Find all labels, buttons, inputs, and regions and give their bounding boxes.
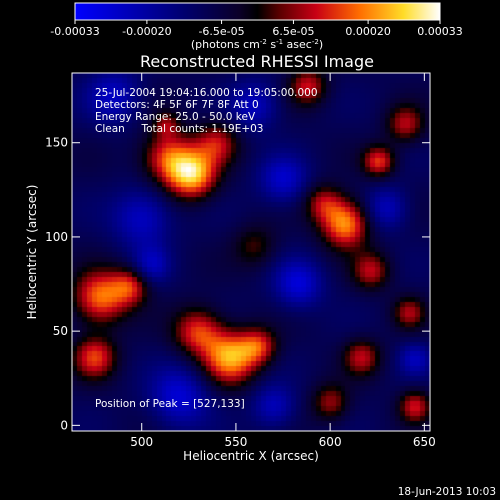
colorbar-frame bbox=[74, 2, 441, 21]
x-tick-label: 600 bbox=[319, 435, 342, 449]
y-tick-label: 50 bbox=[53, 324, 68, 338]
info-line-time: 25-Jul-2004 19:04:16.000 to 19:05:00.000 bbox=[95, 87, 318, 99]
info-block: 25-Jul-2004 19:04:16.000 to 19:05:00.000… bbox=[95, 87, 318, 135]
colorbar-tick-label: -0.00020 bbox=[122, 25, 171, 38]
x-tick-label: 650 bbox=[413, 435, 436, 449]
peak-position-label: Position of Peak = [527,133] bbox=[95, 398, 245, 410]
x-tick-label: 550 bbox=[224, 435, 247, 449]
footer-date: 18-Jun-2013 10:03 bbox=[398, 486, 496, 498]
colorbar-tick-label: 0.00020 bbox=[345, 25, 391, 38]
info-line-energy: Energy Range: 25.0 - 50.0 keV bbox=[95, 111, 256, 123]
x-tick-label: 500 bbox=[130, 435, 153, 449]
colorbar: -0.00033 -0.00020 -6.5e-05 6.5e-05 0.00020 0.… bbox=[50, 2, 463, 51]
plot-frame bbox=[71, 72, 431, 432]
x-axis-label: Heliocentric X (arcsec) bbox=[183, 449, 319, 463]
y-tick-label: 150 bbox=[45, 136, 68, 150]
chart-title: Reconstructed RHESSI Image bbox=[140, 52, 374, 71]
colorbar-gradient bbox=[75, 3, 440, 20]
colorbar-tick-label: 6.5e-05 bbox=[272, 25, 314, 38]
y-axis-label: Heliocentric Y (arcsec) bbox=[25, 185, 39, 320]
y-tick-label: 0 bbox=[60, 418, 68, 432]
y-tick-label: 100 bbox=[45, 230, 68, 244]
colorbar-tick-label: -0.00033 bbox=[50, 25, 99, 38]
info-line-detectors: Detectors: 4F 5F 6F 7F 8F Att 0 bbox=[95, 99, 259, 111]
heatmap-image bbox=[72, 73, 430, 431]
info-line-clean: Clean Total counts: 1.19E+03 bbox=[95, 123, 264, 135]
colorbar-tick-label: -6.5e-05 bbox=[198, 25, 244, 38]
colorbar-tick-label: 0.00033 bbox=[417, 25, 463, 38]
colorbar-unit: (photons cm-2 s-1 asec-2) bbox=[191, 38, 323, 51]
